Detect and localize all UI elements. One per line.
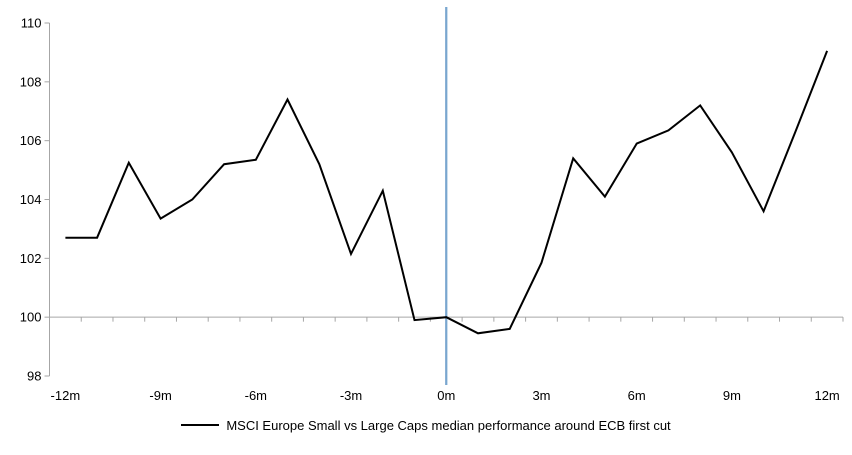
x-axis-label: -12m <box>51 388 81 403</box>
x-axis-label: 9m <box>723 388 741 403</box>
x-axis-label: 3m <box>532 388 550 403</box>
y-axis-label: 106 <box>20 133 42 148</box>
y-axis-label: 104 <box>20 192 42 207</box>
y-axis-label: 98 <box>27 369 41 384</box>
legend-line-swatch <box>181 424 220 426</box>
x-axis-label: 12m <box>814 388 839 403</box>
legend-label: MSCI Europe Small vs Large Caps median p… <box>226 417 671 433</box>
x-axis-label: -9m <box>149 388 171 403</box>
x-axis-label: 0m <box>437 388 455 403</box>
x-axis-label: 6m <box>628 388 646 403</box>
y-axis-label: 100 <box>20 310 42 325</box>
legend: MSCI Europe Small vs Large Caps median p… <box>0 416 852 434</box>
series-line <box>65 50 829 335</box>
x-axis-label: -6m <box>245 388 267 403</box>
y-axis-label: 102 <box>20 251 42 266</box>
y-axis-label: 110 <box>21 16 42 31</box>
y-axis-label: 108 <box>20 74 42 89</box>
x-axis-label: -3m <box>340 388 362 403</box>
